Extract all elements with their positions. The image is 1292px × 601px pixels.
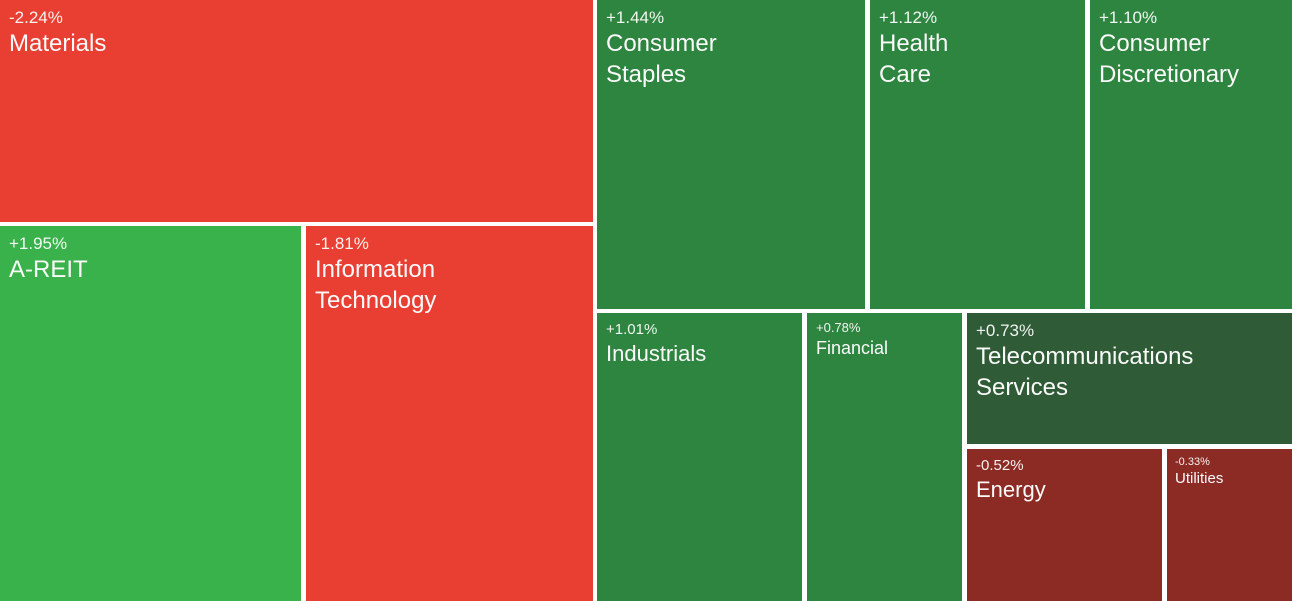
tile-label: Information Technology <box>315 256 437 314</box>
tile-label: Consumer Staples <box>606 30 717 88</box>
tile-change: +1.12% <box>879 8 938 27</box>
tile-label: Materials <box>9 30 107 58</box>
tile-change: +1.10% <box>1099 8 1158 27</box>
treemap-tile-financial[interactable]: +0.78% Financial <box>807 313 962 601</box>
tile-label: Health Care <box>879 30 949 88</box>
tile-label: Financial <box>816 337 889 358</box>
treemap-tile-energy[interactable]: -0.52% Energy <box>967 449 1162 601</box>
tile-label: Telecommunications Services <box>976 343 1194 401</box>
tile-change: +1.01% <box>606 321 658 338</box>
tile-change: +0.78% <box>816 320 861 335</box>
tile-change: +1.44% <box>606 8 665 27</box>
treemap-tile-information-technology[interactable]: -1.81% Information Technology <box>306 226 593 601</box>
tile-label: Utilities <box>1175 470 1224 488</box>
treemap-tile-a-reit[interactable]: +1.95% A-REIT <box>0 226 301 601</box>
treemap-tile-utilities[interactable]: -0.33% Utilities <box>1167 449 1292 601</box>
treemap-tile-health-care[interactable]: +1.12% Health Care <box>870 0 1085 309</box>
treemap-tile-consumer-discretionary[interactable]: +1.10% Consumer Discretionary <box>1090 0 1292 309</box>
tile-change: -2.24% <box>9 8 63 27</box>
tile-label: A-REIT <box>9 256 88 284</box>
tile-label: Energy <box>976 476 1046 502</box>
treemap-tile-materials[interactable]: -2.24% Materials <box>0 0 593 222</box>
tile-change: -1.81% <box>315 234 369 253</box>
tile-label: Consumer Discretionary <box>1099 30 1240 88</box>
tile-change: -0.33% <box>1175 456 1210 468</box>
treemap-tile-telecommunications-services[interactable]: +0.73% Telecommunications Services <box>967 313 1292 444</box>
tile-change: -0.52% <box>976 457 1024 474</box>
tile-change: +0.73% <box>976 321 1035 340</box>
treemap-tile-consumer-staples[interactable]: +1.44% Consumer Staples <box>597 0 865 309</box>
tile-label: Industrials <box>606 340 707 366</box>
treemap-tile-industrials[interactable]: +1.01% Industrials <box>597 313 802 601</box>
tile-change: +1.95% <box>9 234 68 253</box>
